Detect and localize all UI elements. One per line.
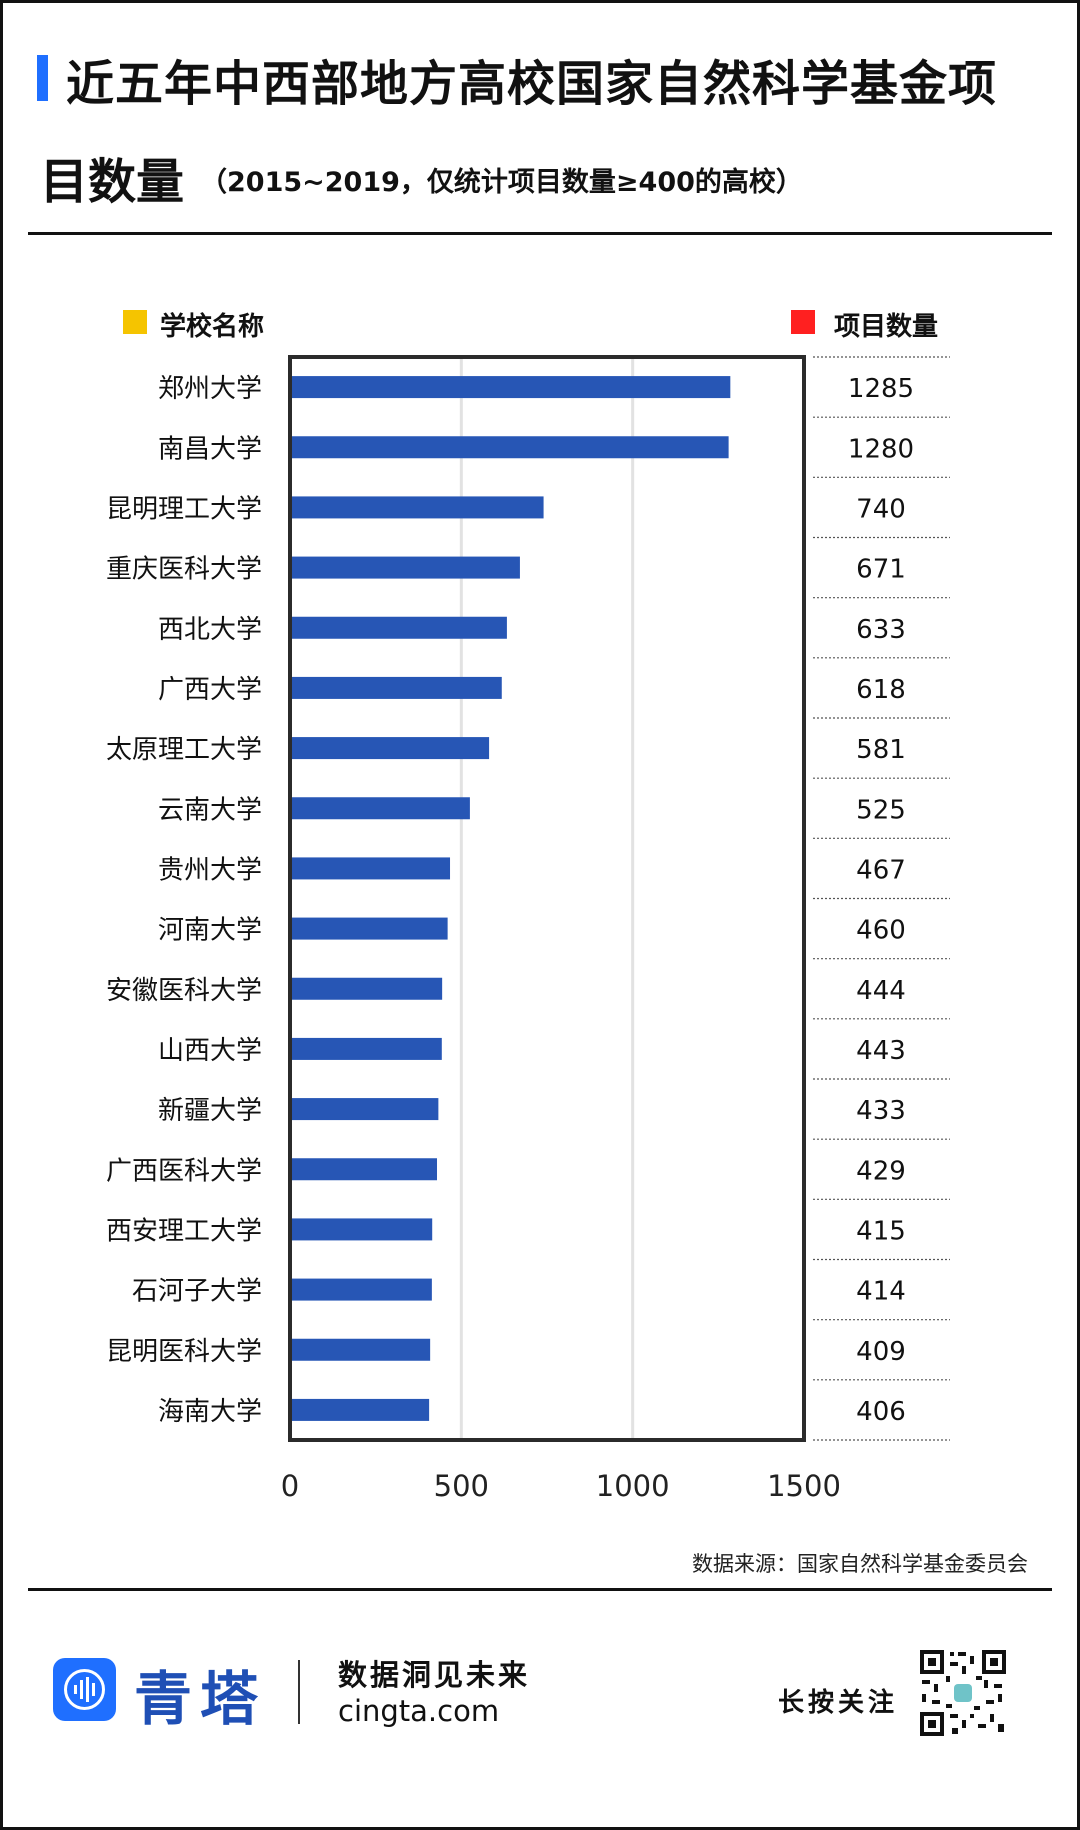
data-label: 414 <box>856 1277 906 1307</box>
data-label: 415 <box>856 1216 906 1246</box>
data-label: 633 <box>856 615 906 645</box>
school-legend-label: 学校名称 <box>160 312 265 342</box>
brand-slogan: 数据洞见未来 <box>338 1658 531 1692</box>
bar-chart: 郑州大学 1285 南昌大学 1280 昆明理工大学 740 重庆医科大学 671 西北大学 63… <box>106 355 950 1503</box>
qr-code-icon[interactable] <box>918 1648 1008 1738</box>
category-label: 安徽医科大学 <box>106 976 262 1006</box>
bar <box>290 676 502 699</box>
data-label: 740 <box>856 494 906 524</box>
data-label: 467 <box>856 855 906 885</box>
x-tick-label: 500 <box>434 1469 489 1503</box>
data-label: 406 <box>856 1397 906 1427</box>
category-label: 重庆医科大学 <box>106 555 262 585</box>
data-label: 618 <box>856 675 906 705</box>
bar <box>290 1218 433 1241</box>
category-label: 贵州大学 <box>158 855 262 885</box>
bar <box>290 1338 431 1361</box>
category-label: 广西医科大学 <box>106 1156 262 1186</box>
footer-rule <box>28 1588 1052 1591</box>
x-tick-label: 0 <box>281 1469 299 1503</box>
chart-subtitle: （2015~2019，仅统计项目数量≥400的高校） <box>200 167 803 198</box>
data-label: 460 <box>856 916 906 946</box>
category-label: 云南大学 <box>158 795 262 825</box>
data-label: 581 <box>856 735 906 765</box>
category-label: 昆明医科大学 <box>106 1337 262 1367</box>
plot-frame <box>288 355 806 1442</box>
bar <box>290 376 731 399</box>
category-label: 海南大学 <box>158 1397 262 1427</box>
bar <box>290 1398 430 1421</box>
bar <box>290 496 544 519</box>
bar <box>290 737 490 760</box>
bar <box>290 797 470 820</box>
bar <box>290 556 520 579</box>
data-label: 525 <box>856 795 906 825</box>
x-tick-label: 1000 <box>596 1469 670 1503</box>
data-label: 444 <box>856 976 906 1006</box>
school-legend-swatch <box>123 310 147 334</box>
category-label: 河南大学 <box>158 916 262 946</box>
data-label: 443 <box>856 1036 906 1066</box>
data-label: 433 <box>856 1096 906 1126</box>
category-label: 广西大学 <box>158 675 262 705</box>
chart-title-line1: 近五年中西部地方高校国家自然科学基金项 <box>66 56 998 112</box>
category-label: 昆明理工大学 <box>106 494 262 524</box>
count-legend-label: 项目数量 <box>834 312 939 342</box>
bar <box>290 917 448 940</box>
category-label: 太原理工大学 <box>106 735 262 765</box>
follow-prompt: 长按关注 <box>778 1688 899 1718</box>
category-label: 西安理工大学 <box>106 1216 262 1246</box>
bar <box>290 1037 442 1060</box>
category-label: 石河子大学 <box>132 1277 262 1307</box>
bar <box>290 436 729 459</box>
bar <box>290 977 443 1000</box>
data-label: 1285 <box>848 374 914 404</box>
category-label: 新疆大学 <box>158 1096 262 1126</box>
x-tick-label: 1500 <box>767 1469 841 1503</box>
bar <box>290 1158 438 1181</box>
data-source: 数据来源：国家自然科学基金委员会 <box>692 1552 1028 1576</box>
count-legend-swatch <box>791 310 815 334</box>
header-rule <box>28 232 1052 235</box>
bar <box>290 857 451 880</box>
category-label: 郑州大学 <box>158 374 262 404</box>
chart-title-line2: 目数量 <box>40 154 185 210</box>
brand-domain[interactable]: cingta.com <box>338 1694 500 1728</box>
category-label: 西北大学 <box>158 615 262 645</box>
data-label: 671 <box>856 555 906 585</box>
data-label: 429 <box>856 1156 906 1186</box>
brand-name: 青塔 <box>134 1665 267 1733</box>
bar <box>290 1278 432 1301</box>
title-accent-bar <box>37 55 48 101</box>
category-label: 南昌大学 <box>158 434 262 464</box>
footer-divider <box>298 1660 300 1724</box>
data-label: 1280 <box>848 434 914 464</box>
category-label: 山西大学 <box>158 1036 262 1066</box>
cingta-logo-icon <box>53 1658 116 1721</box>
data-label: 409 <box>856 1337 906 1367</box>
bar <box>290 1098 439 1121</box>
bar <box>290 616 507 639</box>
